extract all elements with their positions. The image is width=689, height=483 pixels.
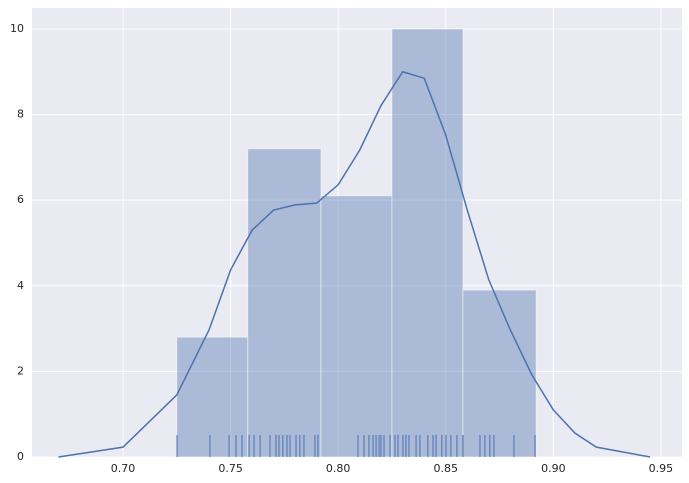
y-tick-label: 8 — [17, 108, 24, 121]
x-tick-label: 0.90 — [541, 462, 566, 475]
y-tick-label: 10 — [10, 22, 24, 35]
plot-area — [32, 8, 682, 457]
x-tick-label: 0.70 — [111, 462, 136, 475]
bar — [462, 289, 537, 458]
kde-line — [58, 70, 651, 458]
x-tick-label: 0.75 — [218, 462, 243, 475]
y-tick-label: 4 — [17, 279, 24, 292]
x-tick-label: 0.80 — [326, 462, 351, 475]
bar — [176, 336, 249, 458]
bar — [247, 148, 322, 458]
x-tick-label: 0.95 — [649, 462, 674, 475]
bar — [320, 195, 393, 458]
y-tick-label: 0 — [17, 450, 24, 463]
y-tick-label: 6 — [17, 193, 24, 206]
y-tick-label: 2 — [17, 364, 24, 377]
bar — [391, 28, 464, 458]
x-tick-label: 0.85 — [434, 462, 459, 475]
